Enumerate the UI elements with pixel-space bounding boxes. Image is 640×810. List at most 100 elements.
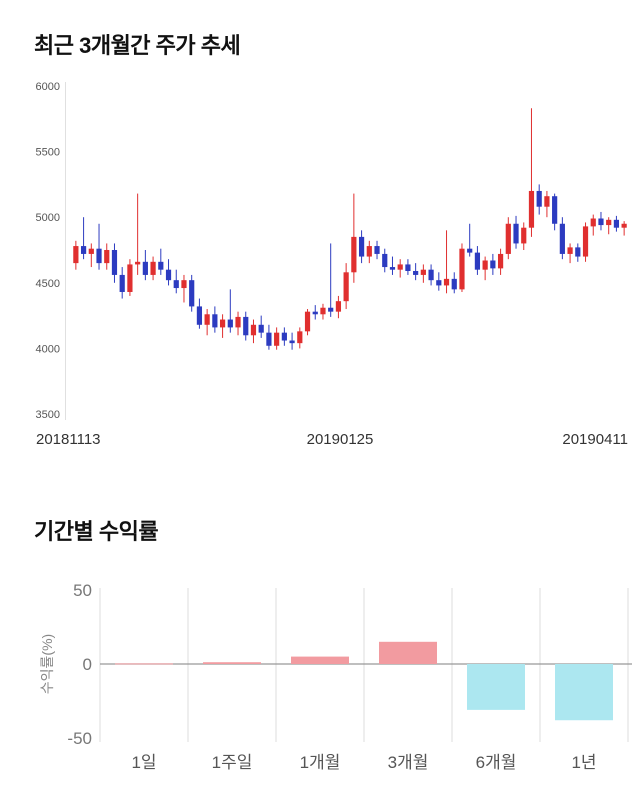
candle xyxy=(420,264,426,283)
candle xyxy=(212,306,218,333)
returns-bar-chart: 50 0 -50 수익률(%) 1일 1주일 1개월 3개월 6개월 1년 xyxy=(0,582,640,787)
candle xyxy=(304,309,311,336)
candle-body xyxy=(443,278,450,286)
candle-body xyxy=(451,278,457,290)
candle xyxy=(621,221,627,236)
candle xyxy=(80,217,87,260)
candle-body xyxy=(320,307,326,315)
candle-body xyxy=(613,219,620,228)
y-tick-label: 6000 xyxy=(36,81,60,93)
candle xyxy=(590,214,596,236)
candle xyxy=(189,274,195,312)
candle xyxy=(181,274,187,303)
candle xyxy=(582,222,589,262)
candle xyxy=(528,108,535,237)
candle-body xyxy=(80,246,87,254)
candle xyxy=(413,263,419,281)
candle xyxy=(521,222,527,250)
candle xyxy=(482,256,488,281)
returns-bar-svg: 50 0 -50 수익률(%) 1일 1주일 1개월 3개월 6개월 1년 xyxy=(39,582,632,772)
candle-body xyxy=(559,223,565,254)
category-label: 3개월 xyxy=(388,753,429,772)
candle-body xyxy=(127,264,133,292)
candle xyxy=(559,217,565,260)
candle-body xyxy=(420,269,426,275)
candle-body xyxy=(258,324,264,333)
candle xyxy=(88,243,94,268)
candle-body xyxy=(243,316,249,336)
candle xyxy=(459,243,465,292)
candle xyxy=(320,303,326,320)
candle-body xyxy=(73,246,79,264)
candle xyxy=(119,267,125,299)
y-tick-label: 5500 xyxy=(36,147,60,159)
candle-body xyxy=(358,236,365,257)
candle xyxy=(274,327,280,350)
candle xyxy=(490,253,496,275)
candle-body xyxy=(552,196,558,224)
candle xyxy=(104,243,110,270)
x-tick-end: 20190411 xyxy=(562,431,628,448)
candle-body xyxy=(335,301,342,312)
candle-body xyxy=(181,280,187,289)
candle-body xyxy=(297,331,303,344)
candle xyxy=(111,243,118,283)
candle xyxy=(552,193,558,231)
price-trend-title: 최근 3개월간 주가 추세 xyxy=(34,33,241,58)
candle xyxy=(165,259,172,286)
return-bar xyxy=(379,641,437,664)
category-label: 1년 xyxy=(571,753,596,772)
candle-body xyxy=(382,253,388,268)
candle xyxy=(96,223,102,270)
candle-body xyxy=(250,324,257,336)
candle xyxy=(219,314,226,338)
candle xyxy=(436,272,442,291)
candle-body xyxy=(366,246,372,257)
candle xyxy=(598,211,604,231)
candle-body xyxy=(505,223,511,254)
candle xyxy=(536,184,542,215)
candle-body xyxy=(304,311,311,332)
candle xyxy=(374,240,380,260)
candle-body xyxy=(405,264,411,271)
candle-body xyxy=(490,260,496,269)
candle-body xyxy=(281,332,287,341)
candle-body xyxy=(567,247,573,254)
candle xyxy=(135,193,141,275)
candle-body xyxy=(142,261,148,275)
x-tick-start: 20181113 xyxy=(36,431,101,448)
candle xyxy=(513,215,519,249)
candle-body xyxy=(312,311,318,315)
candle-body xyxy=(189,280,195,307)
candle-body xyxy=(328,307,334,312)
candle xyxy=(343,263,349,310)
y-tick-label: 0 xyxy=(83,655,92,674)
return-bar xyxy=(203,662,261,664)
candle xyxy=(158,248,164,275)
y-axis-label: 수익률(%) xyxy=(39,634,55,694)
candle-body xyxy=(135,261,141,265)
candle-body xyxy=(374,246,380,254)
candle xyxy=(196,298,203,329)
x-tick-middle: 20190125 xyxy=(307,431,374,448)
candle xyxy=(142,250,148,281)
candle-body xyxy=(104,250,110,264)
candle-body xyxy=(582,226,589,257)
category-label: 6개월 xyxy=(476,753,517,772)
candle-body xyxy=(482,260,488,270)
candle xyxy=(606,217,612,235)
candle-body xyxy=(497,253,504,269)
candle xyxy=(575,243,581,262)
candle-body xyxy=(204,314,210,325)
y-tick-label: -50 xyxy=(67,729,92,748)
candle xyxy=(227,289,233,333)
candle-body xyxy=(111,250,118,275)
y-tick-label: 50 xyxy=(73,582,92,600)
y-tick-label: 3500 xyxy=(36,409,60,421)
candle xyxy=(258,315,264,338)
candle-body xyxy=(459,248,465,290)
candle-body xyxy=(274,332,280,346)
candle xyxy=(405,259,411,275)
candle-body xyxy=(158,261,164,270)
candle xyxy=(397,259,403,278)
